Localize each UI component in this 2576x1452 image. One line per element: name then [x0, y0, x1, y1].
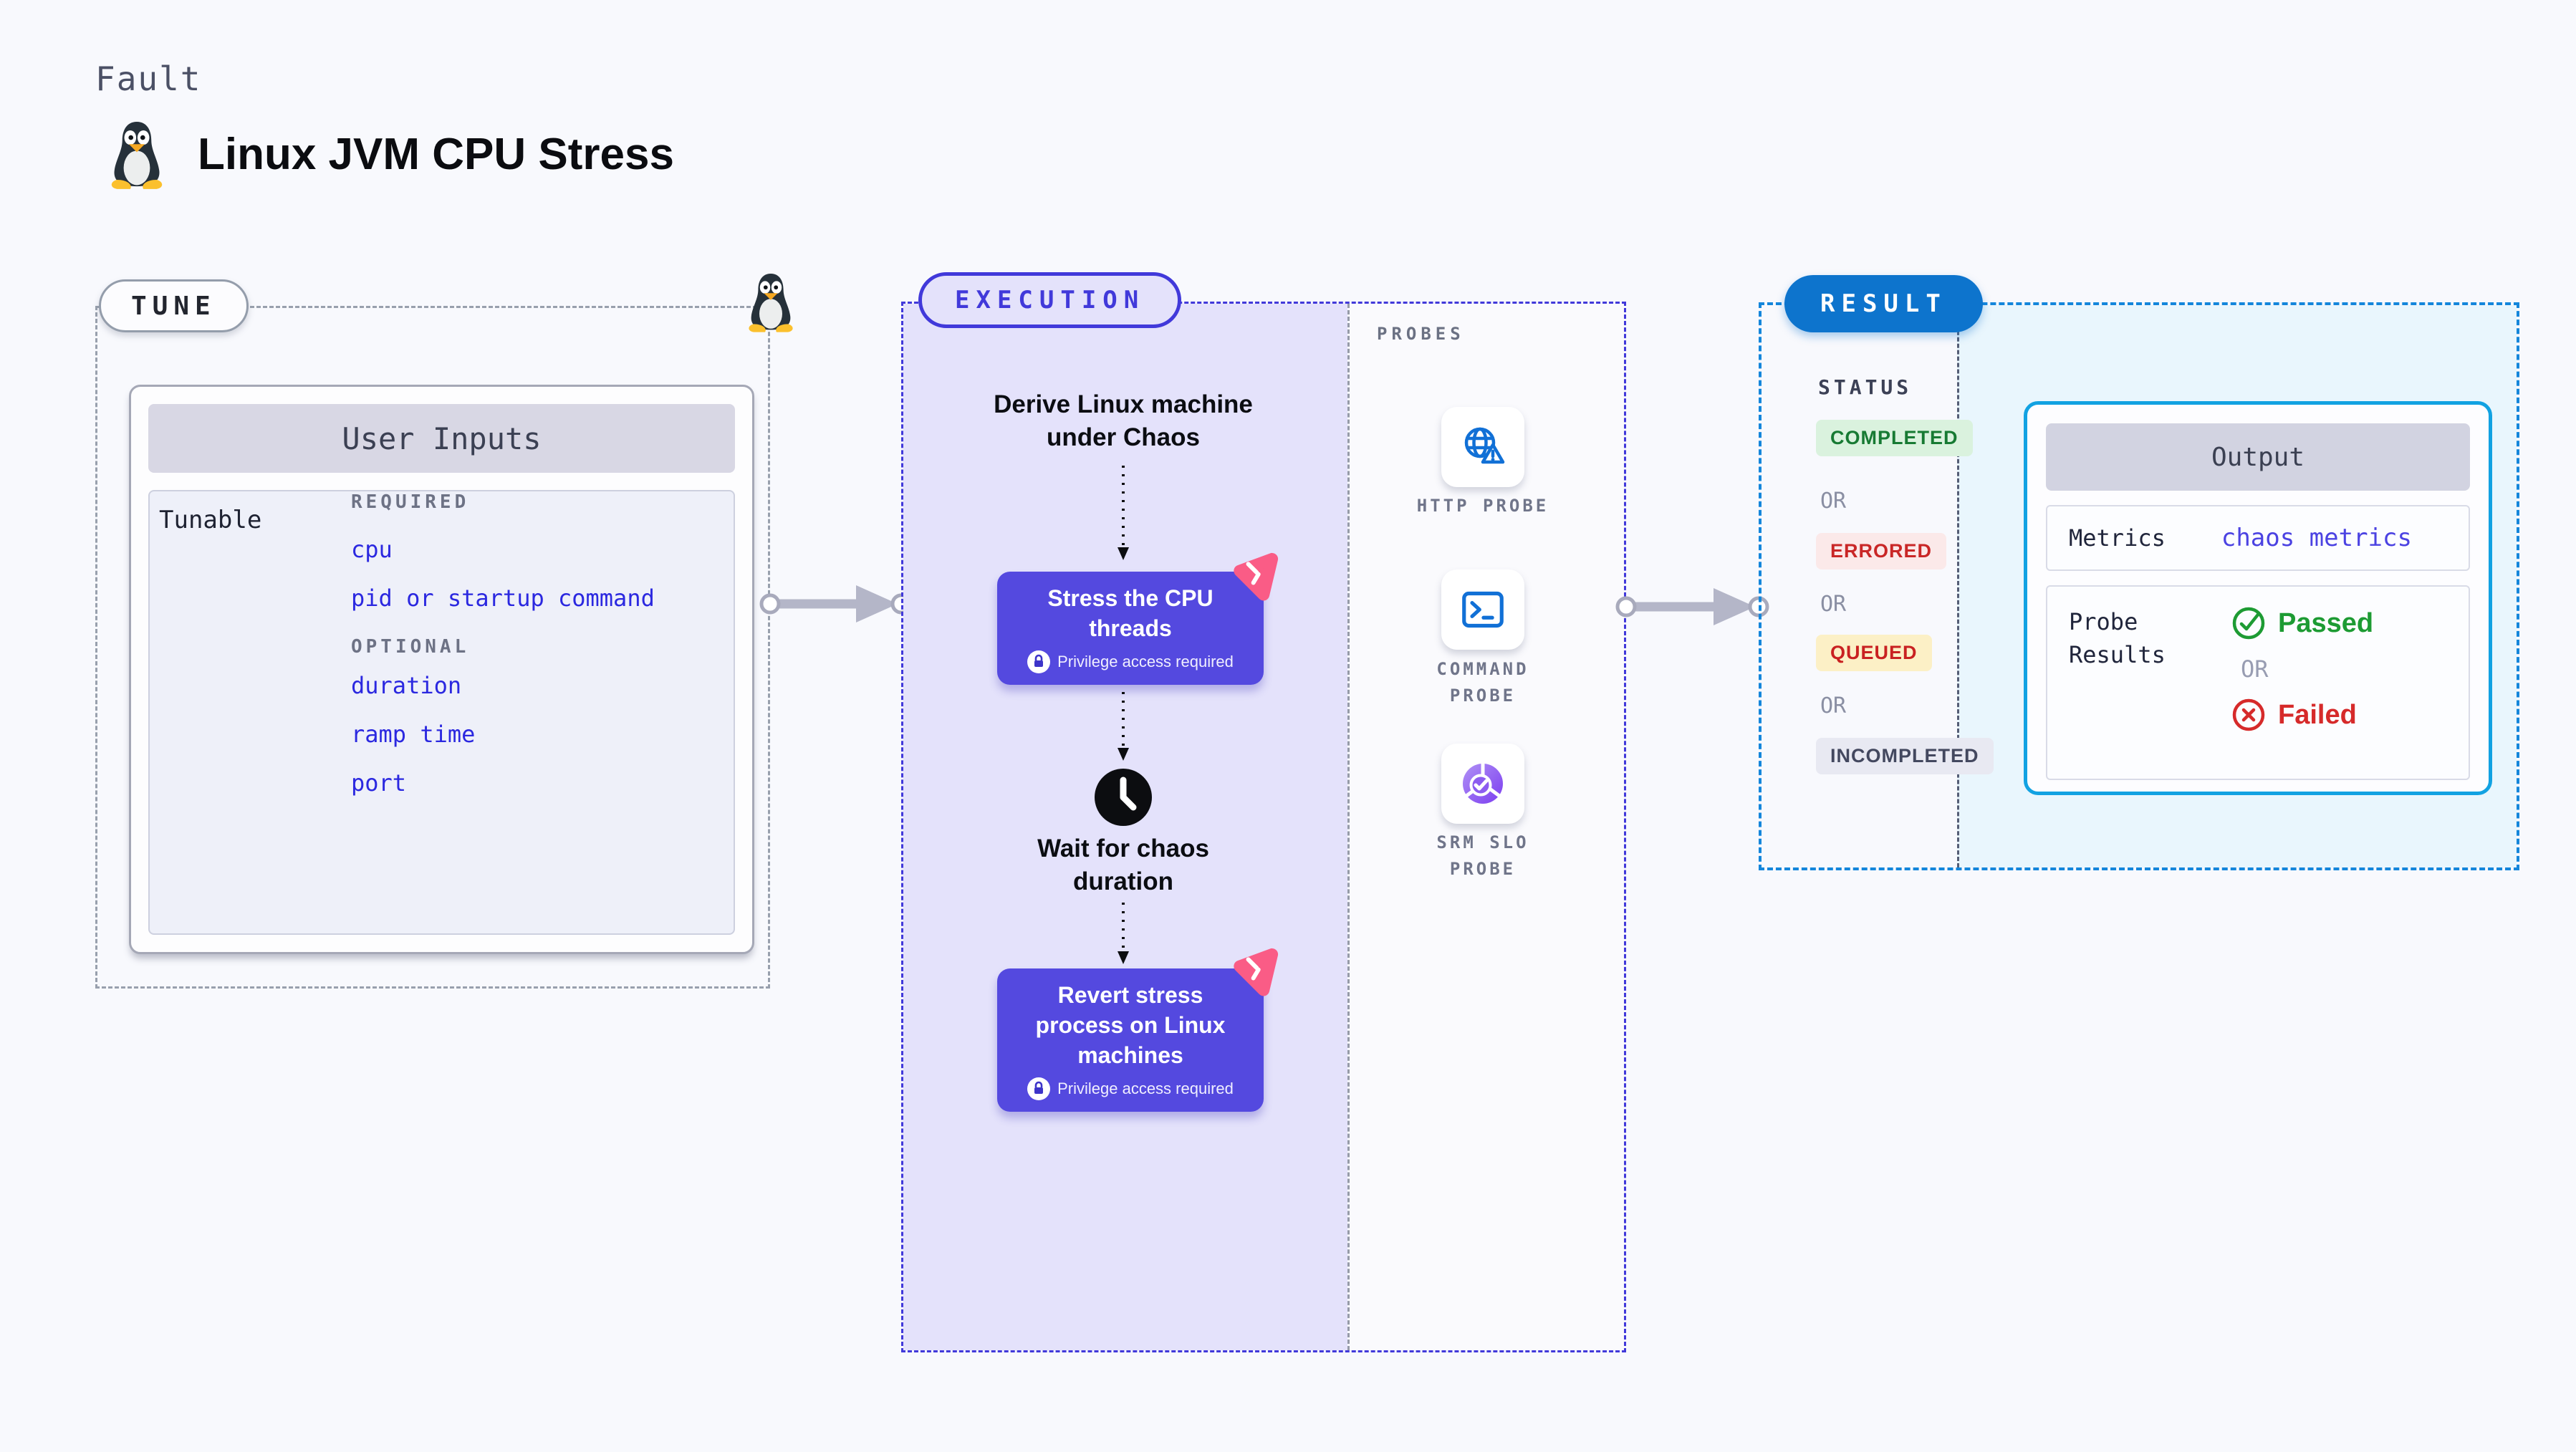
linux-tux-icon — [111, 122, 163, 189]
status-badge-completed: COMPLETED — [1816, 420, 1973, 456]
page-title: Linux JVM CPU Stress — [198, 130, 674, 179]
revert-stress-step-button[interactable]: Revert stress process on Linux machines … — [997, 968, 1264, 1112]
derive-step-label: Derive Linux machine under Chaos — [973, 388, 1274, 454]
probe-results-or: OR — [2241, 655, 2269, 683]
privilege-access-label: Privilege access required — [1057, 653, 1234, 670]
privilege-access-label: Privilege access required — [1057, 1080, 1234, 1097]
clock-icon — [1095, 769, 1152, 826]
check-circle-icon — [2232, 607, 2265, 640]
status-or-separator: OR — [1820, 693, 1847, 718]
slo-donut-icon — [1463, 764, 1503, 804]
linux-tux-icon — [749, 274, 793, 332]
wait-step-label: Wait for chaos duration — [1001, 832, 1245, 898]
lock-icon — [1027, 1077, 1051, 1100]
probe-results-label: Probe Results — [2069, 605, 2212, 760]
stress-cpu-step-button[interactable]: Stress the CPU threads Privilege access … — [997, 572, 1264, 685]
command-probe-label: COMMAND PROBE — [1383, 656, 1583, 709]
wait-step-line1: Wait for chaos — [1037, 835, 1209, 862]
status-heading: STATUS — [1818, 375, 1913, 399]
terminal-icon — [1462, 591, 1504, 628]
tunable-link-pid-or-startup-command[interactable]: pid or startup command — [351, 585, 655, 612]
status-badge-errored: ERRORED — [1816, 533, 1947, 569]
tune-pill: TUNE — [99, 279, 249, 332]
status-badge-incompleted: INCOMPLETED — [1816, 738, 1994, 774]
http-probe-card — [1441, 407, 1524, 487]
chaos-experiment-icon — [1234, 948, 1279, 996]
probe-label-line: COMMAND — [1436, 659, 1529, 679]
required-heading: REQUIRED — [351, 491, 470, 513]
tune-section-box — [95, 306, 770, 989]
execution-to-result-arrow — [1615, 588, 1769, 625]
status-badge-queued: QUEUED — [1816, 635, 1932, 671]
probe-label-line: PROBE — [1449, 859, 1517, 879]
revert-title-line1: Revert stress — [1057, 982, 1203, 1008]
probe-label-line: HTTP PROBE — [1416, 496, 1549, 516]
optional-heading: OPTIONAL — [351, 636, 470, 658]
probe-label-line: PROBE — [1449, 686, 1517, 706]
dotted-arrow-down-icon — [1118, 466, 1129, 560]
tunable-link-port[interactable]: port — [351, 769, 407, 797]
tunable-link-duration[interactable]: duration — [351, 672, 462, 699]
tunable-link-cpu[interactable]: cpu — [351, 536, 393, 563]
output-header: Output — [2046, 423, 2470, 491]
probe-results-line2: Results — [2069, 641, 2166, 668]
dotted-arrow-down-icon — [1118, 692, 1129, 761]
probe-results-row: Probe Results Passed OR — [2046, 585, 2470, 780]
output-card: Output Metrics chaos metrics Probe Resul… — [2024, 401, 2492, 795]
tunable-link-ramp-time[interactable]: ramp time — [351, 721, 476, 748]
command-probe-card — [1441, 569, 1524, 650]
metrics-label: Metrics — [2069, 524, 2166, 552]
tune-to-execution-arrow — [759, 585, 912, 622]
metrics-row: Metrics chaos metrics — [2046, 505, 2470, 571]
chaos-metrics-link[interactable]: chaos metrics — [2221, 524, 2412, 552]
execution-pill: EXECUTION — [918, 272, 1182, 328]
user-inputs-card: User Inputs — [129, 385, 754, 954]
probes-heading: PROBES — [1377, 324, 1465, 344]
execution-workflow-panel — [903, 304, 1347, 1350]
dotted-arrow-down-icon — [1118, 903, 1129, 964]
user-inputs-header: User Inputs — [148, 404, 735, 473]
srm-slo-probe-card — [1441, 744, 1524, 824]
lock-icon — [1027, 650, 1051, 673]
globe-alert-icon — [1464, 427, 1505, 464]
probe-label-line: SRM SLO — [1436, 832, 1529, 852]
result-pill: RESULT — [1784, 275, 1983, 332]
wait-step-line2: duration — [1073, 867, 1173, 895]
passed-label: Passed — [2278, 607, 2374, 638]
derive-step-line1: Derive Linux machine — [994, 390, 1253, 418]
x-circle-icon — [2232, 698, 2265, 731]
http-probe-label: HTTP PROBE — [1383, 493, 1583, 519]
execution-section-box — [901, 302, 1626, 1352]
status-or-separator: OR — [1820, 489, 1847, 514]
user-inputs-body — [148, 490, 735, 935]
status-or-separator: OR — [1820, 592, 1847, 617]
stress-cpu-title-line2: threads — [1089, 615, 1172, 641]
failed-label: Failed — [2278, 699, 2357, 730]
probe-results-line1: Probe — [2069, 608, 2138, 635]
probes-panel-divider — [1347, 304, 1350, 1350]
revert-title-line2: process on Linux — [1035, 1012, 1226, 1038]
chaos-experiment-icon — [1234, 552, 1279, 601]
fault-kicker: Fault — [95, 59, 202, 98]
derive-step-line2: under Chaos — [1047, 423, 1200, 451]
stress-cpu-title-line1: Stress the CPU — [1047, 585, 1213, 611]
revert-title-line3: machines — [1077, 1042, 1183, 1068]
srm-slo-probe-label: SRM SLO PROBE — [1383, 830, 1583, 883]
tunable-row-label: Tunable — [159, 506, 262, 534]
result-panel-divider — [1957, 305, 1959, 867]
